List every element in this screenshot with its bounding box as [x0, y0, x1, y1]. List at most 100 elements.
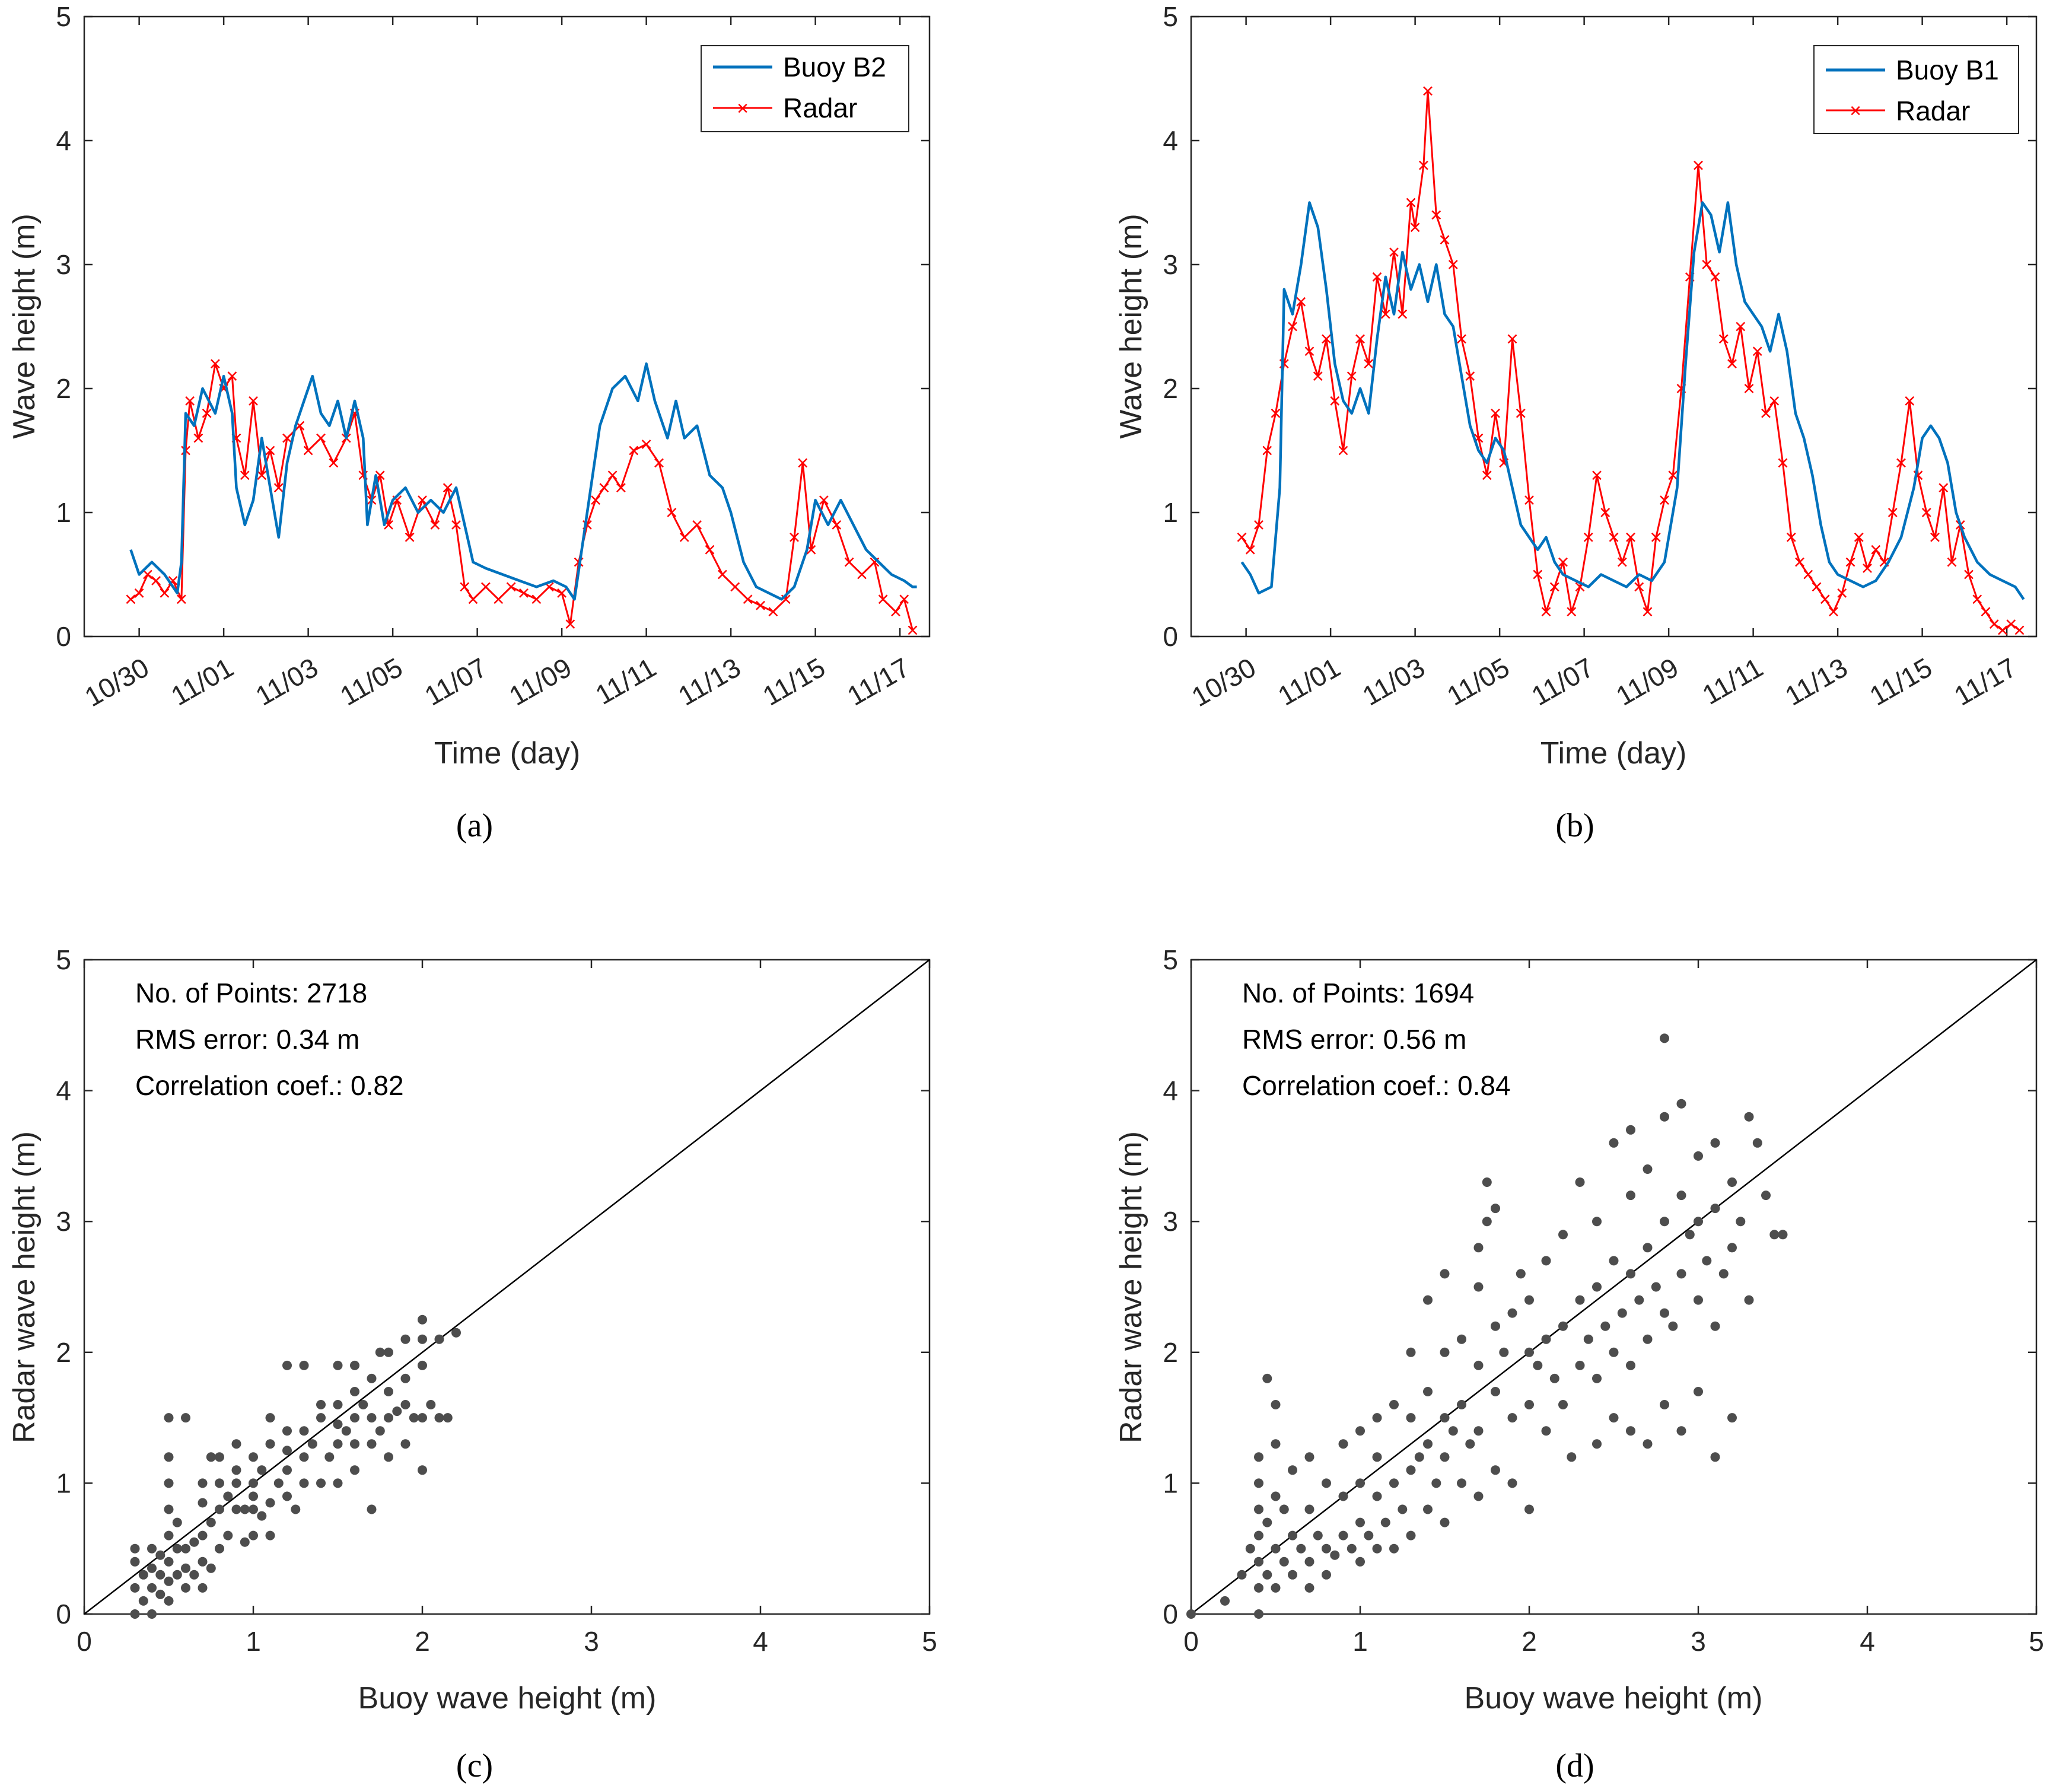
- panel-d-scatter-point: [1710, 1138, 1720, 1148]
- panel-b-radar-marker: [1296, 297, 1306, 307]
- panel-b-ytick-label: 5: [1163, 1, 1178, 32]
- panel-c-scatter-point: [307, 1439, 317, 1449]
- panel-c-scatter-point: [426, 1400, 436, 1409]
- panel-a-radar-marker: [142, 569, 152, 580]
- panel-a-radar-marker: [282, 433, 292, 443]
- panel-a-radar-marker: [193, 433, 203, 443]
- panel-d-scatter-point: [1491, 1387, 1500, 1396]
- panel-d-scatter-point: [1262, 1570, 1272, 1580]
- panel-d-scatter-point: [1592, 1373, 1602, 1383]
- panel-c-xlabel: Buoy wave height (m): [358, 1681, 657, 1715]
- panel-c-scatter-b2: 0 1 2 3 4 5 0 1 2 3 4 5 No. of Points: 2718 RMS err…: [7, 944, 937, 1784]
- panel-d-scatter-point: [1626, 1191, 1635, 1201]
- panel-c-scatter-point: [249, 1491, 258, 1501]
- panel-b-radar-marker: [1744, 384, 1754, 393]
- panel-d-ytick-label: 4: [1163, 1075, 1178, 1106]
- panel-a-radar-marker: [641, 440, 651, 449]
- panel-d-scatter-point: [1296, 1543, 1306, 1554]
- panel-c-axes-box: [83, 959, 931, 1615]
- panel-d-scatter-point: [1668, 1321, 1678, 1331]
- panel-c-scatter-point: [265, 1530, 275, 1540]
- panel-c-scatter-point: [249, 1530, 258, 1540]
- panel-d-scatter-point: [1254, 1583, 1263, 1593]
- panel-c-ytick-label: 1: [56, 1468, 71, 1498]
- panel-b-radar-marker: [1888, 508, 1898, 517]
- panel-c-scatter-point: [367, 1504, 377, 1514]
- panel-d-scatter-point: [1338, 1439, 1348, 1449]
- panel-d-scatter-point: [1457, 1478, 1466, 1488]
- panel-d-scatter-point: [1372, 1413, 1382, 1423]
- panel-c-scatter-point: [206, 1452, 216, 1462]
- panel-c-scatter-point: [164, 1478, 174, 1488]
- panel-a-legend: Buoy B2 × Radar: [701, 45, 909, 132]
- panel-c-scatter-point: [333, 1360, 343, 1370]
- panel-d-scatter-point: [1304, 1452, 1314, 1462]
- panel-c-annotation-corr: Correlation coef.: 0.82: [135, 1070, 404, 1101]
- panel-d-scatter-point: [1473, 1243, 1484, 1253]
- panel-d-scatter-point: [1541, 1426, 1551, 1436]
- panel-b-xtick-label: 11/09: [1610, 652, 1683, 712]
- panel-d-xtick-label: 0: [1183, 1626, 1199, 1657]
- panel-d-scatter-point: [1254, 1609, 1263, 1619]
- panel-b-radar-marker: [1558, 557, 1568, 567]
- panel-d-scatter-point: [1322, 1478, 1331, 1488]
- panel-c-scatter-point: [299, 1360, 309, 1370]
- panel-a-radar-marker: [249, 396, 258, 406]
- panel-b-radar-marker: [1431, 210, 1441, 220]
- panel-d-scatter-point: [1398, 1504, 1408, 1514]
- panel-c-scatter-point: [418, 1413, 427, 1423]
- panel-d-scatter-point: [1271, 1400, 1281, 1409]
- panel-d-scatter-point: [1389, 1478, 1399, 1488]
- panel-d-scatter-point: [1304, 1557, 1314, 1567]
- panel-d-scatter-point: [1457, 1400, 1466, 1409]
- panel-c-scatter-point: [282, 1491, 292, 1501]
- panel-c-scatter-point: [443, 1413, 453, 1423]
- panel-d-scatter-point: [1271, 1543, 1281, 1554]
- panel-c-ytick-label: 5: [56, 944, 71, 975]
- panel-b-radar-marker: [1364, 359, 1374, 369]
- panel-b-xtick-label: 11/03: [1357, 652, 1430, 712]
- panel-a-radar-marker: [265, 445, 275, 456]
- panel-a-radar-marker: [176, 594, 186, 604]
- panel-d-scatter-point: [1676, 1099, 1686, 1109]
- panel-a-ytick-label: 5: [56, 1, 71, 32]
- panel-c-scatter-point: [418, 1314, 427, 1325]
- panel-d-scatter-point: [1440, 1452, 1450, 1462]
- panel-c-scatter-point: [164, 1530, 174, 1540]
- panel-c-scatter-point: [181, 1583, 190, 1593]
- panel-d-scatter-point: [1440, 1413, 1450, 1423]
- panel-b-radar-marker: [1845, 557, 1855, 567]
- panel-a-radar-marker: [468, 594, 478, 604]
- panel-c-scatter-point: [384, 1347, 393, 1357]
- panel-b-radar-marker: [1921, 508, 1931, 517]
- panel-c-scatter-point: [375, 1426, 385, 1436]
- panel-c-scatter-point: [181, 1563, 190, 1573]
- panel-d-scatter-point: [1609, 1256, 1619, 1266]
- panel-d-scatter-point: [1322, 1543, 1331, 1554]
- panel-b-xtick-label: 11/07: [1526, 652, 1599, 712]
- panel-d-scatter-point: [1727, 1413, 1737, 1423]
- panel-c-scatter-point: [130, 1609, 140, 1619]
- panel-d-scatter-point: [1473, 1426, 1484, 1436]
- panel-c-scatter-point: [299, 1452, 309, 1462]
- panel-b-radar-marker: [1567, 607, 1577, 617]
- panel-d-ytick-label: 1: [1163, 1468, 1178, 1498]
- panel-b-radar-marker: [1668, 470, 1678, 480]
- panel-d-scatter-point: [1423, 1439, 1433, 1449]
- panel-c-scatter-point: [240, 1504, 250, 1514]
- panel-c-scatter-point: [299, 1478, 309, 1488]
- panel-a-radar-marker: [607, 470, 618, 480]
- panel-b-radar-marker: [1406, 198, 1416, 208]
- panel-a-radar-marker: [790, 532, 799, 542]
- panel-c-scatter-point: [265, 1498, 275, 1508]
- panel-b-radar-marker: [1338, 445, 1348, 456]
- panel-b-radar-marker: [1981, 607, 1991, 617]
- panel-d-scatter-point: [1660, 1112, 1669, 1122]
- panel-a-radar-marker: [730, 582, 740, 592]
- panel-a-radar-marker: [202, 408, 212, 418]
- panel-d-ytick-label: 3: [1163, 1206, 1178, 1237]
- panel-b-radar-marker: [1418, 160, 1428, 170]
- panel-d-scatter-point: [1491, 1465, 1500, 1475]
- panel-c-scatter-point: [299, 1426, 309, 1436]
